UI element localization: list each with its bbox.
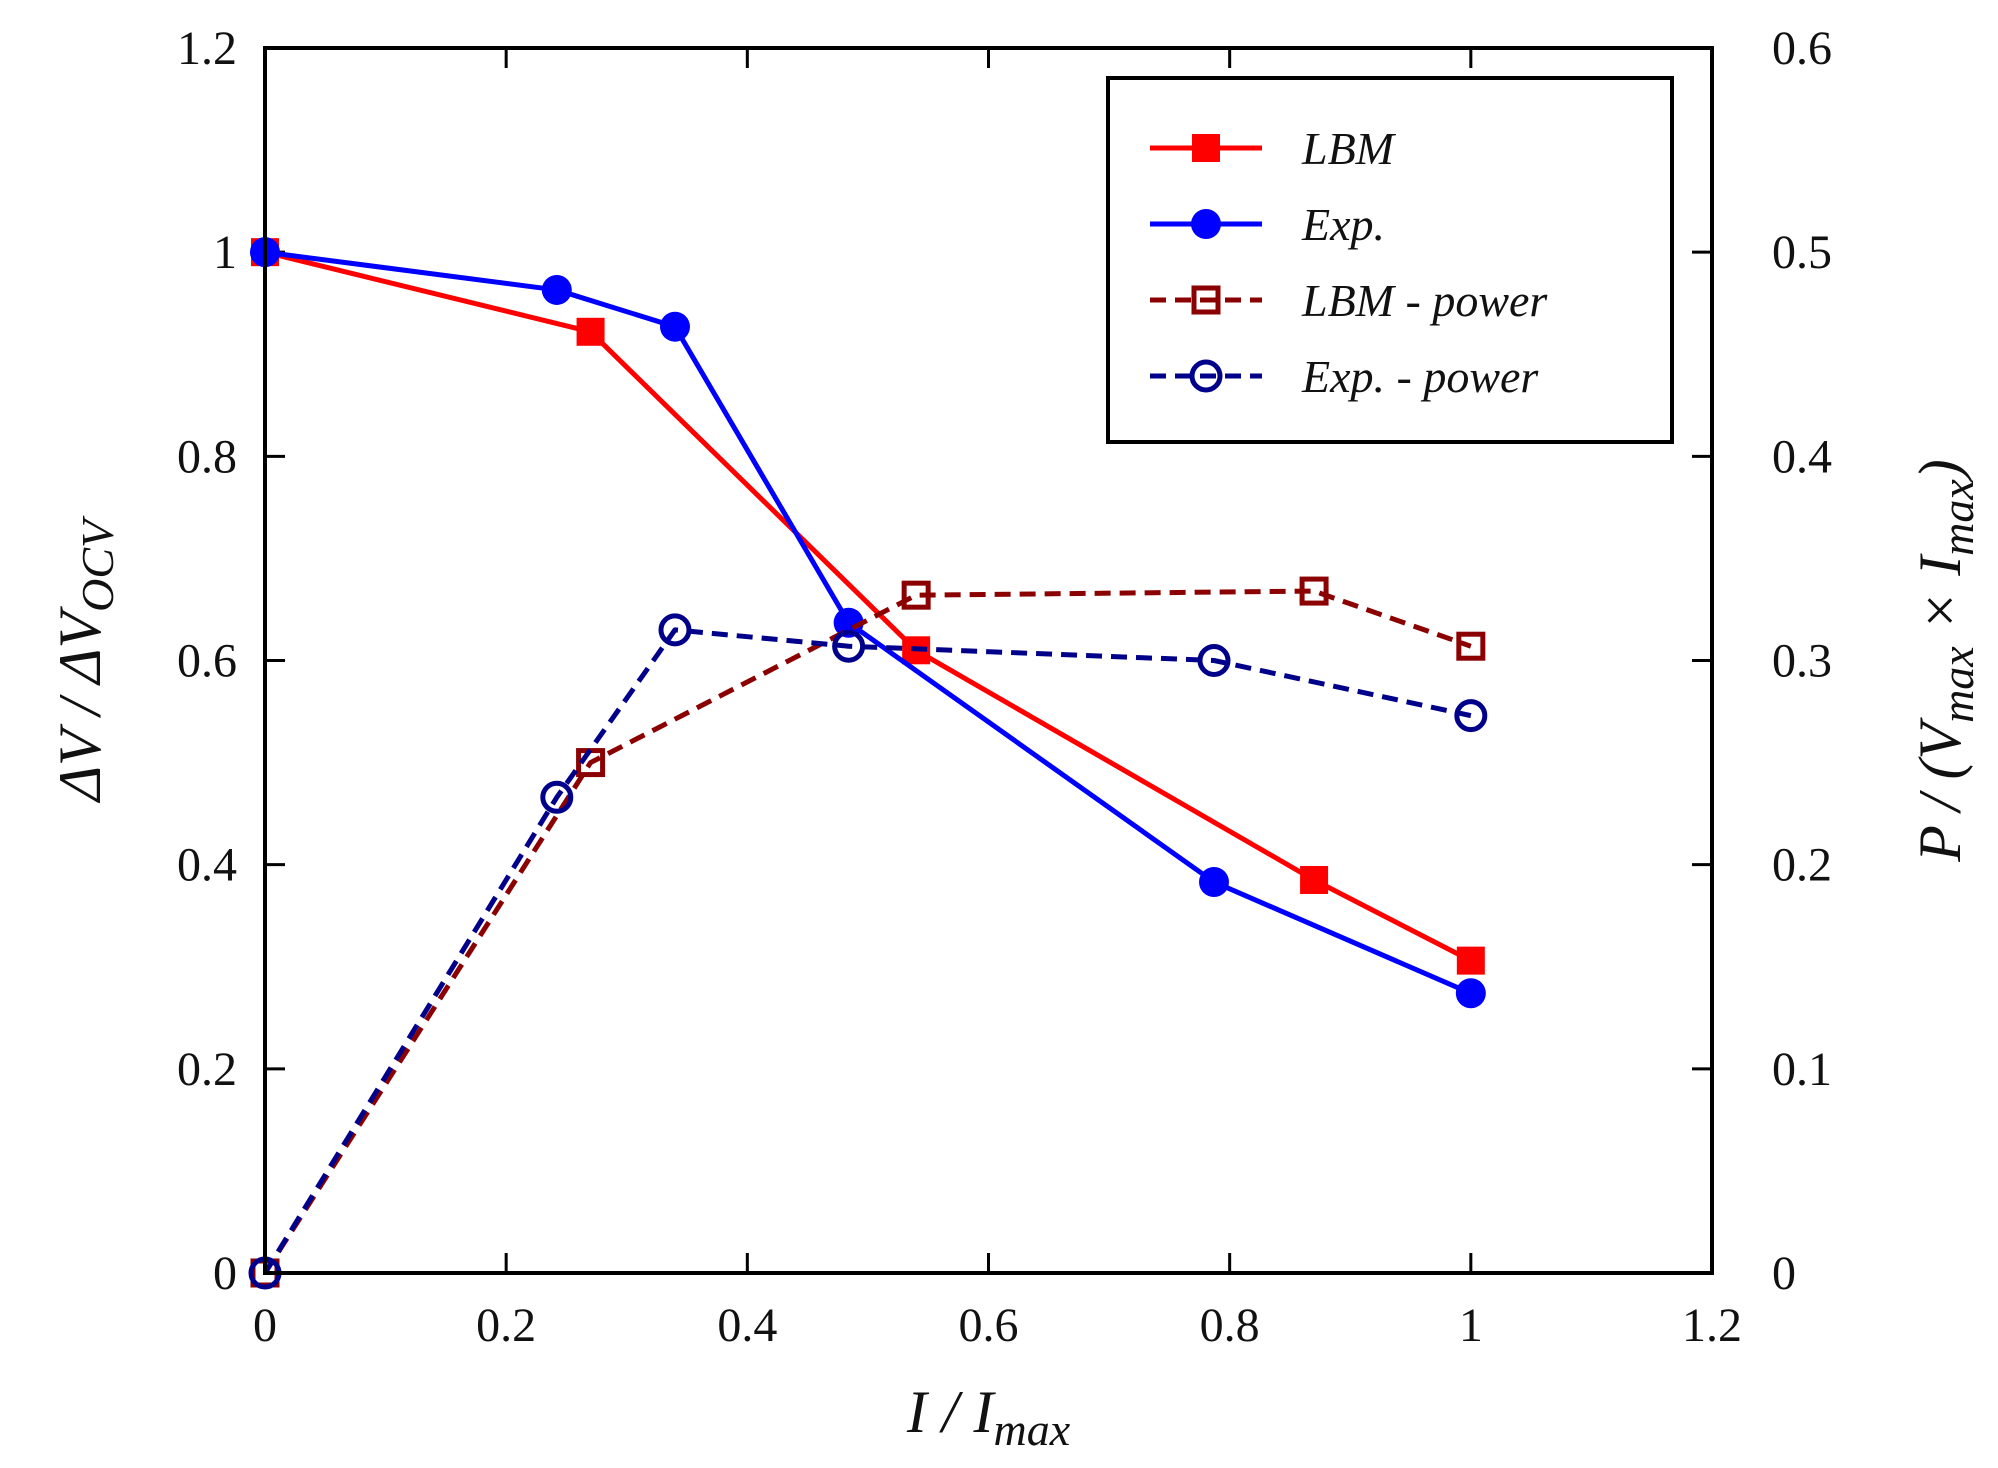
data-point [833, 607, 864, 638]
legend-entries: LBM Exp. LBM - power Exp. - power [1150, 123, 1548, 402]
x-tick-label: 0.8 [1200, 1299, 1260, 1352]
y-right-tick-label: 0.2 [1772, 839, 1832, 892]
legend-label: Exp. - power [1301, 351, 1539, 402]
data-point [901, 580, 931, 610]
data-point [658, 613, 692, 647]
legend: LBM Exp. LBM - power Exp. - power [1106, 76, 1674, 444]
legend-box [1106, 76, 1674, 444]
legend-entry: LBM [1150, 123, 1397, 174]
data-point [1455, 978, 1486, 1009]
series-line [262, 627, 1472, 1275]
legend-entry: Exp. - power [1150, 351, 1539, 402]
y-axis-left-label: ΔV / ΔVOCV [47, 515, 123, 803]
legend-marker [1191, 209, 1221, 239]
y-axis-left-label-sub: OCV [72, 515, 123, 612]
data-point [659, 311, 690, 342]
legend-marker [1189, 359, 1223, 393]
legend-label: LBM - power [1301, 275, 1548, 326]
x-tick-label: 0.6 [959, 1299, 1019, 1352]
legend-label: LBM [1301, 123, 1397, 174]
x-tick-label: 1.2 [1682, 1299, 1742, 1352]
data-point [832, 629, 866, 663]
data-point [1198, 867, 1229, 898]
data-point [1299, 576, 1329, 606]
x-axis-label: I / Imax [906, 1379, 1071, 1455]
series-exp-power [248, 613, 1488, 1290]
y-right-tick-label: 0.5 [1772, 226, 1832, 279]
data-point [1454, 699, 1488, 733]
y-left-tick-label: 1.2 [177, 22, 237, 75]
y-axis-right-label-sub2: max [1932, 479, 1983, 556]
data-point [576, 317, 605, 346]
series-line [262, 588, 1472, 1275]
y-left-tick-label: 0.4 [177, 839, 237, 892]
plot-frame [263, 46, 1714, 1275]
data-point [1456, 631, 1486, 661]
y-right-tick-label: 0.4 [1772, 430, 1832, 483]
y-right-tick-label: 0 [1772, 1247, 1796, 1300]
y-left-tick-label: 0.8 [177, 430, 237, 483]
data-point [1197, 644, 1231, 677]
y-axis-right-label: P / (Vmax × Imax) [1907, 459, 1983, 863]
legend-entry: LBM - power [1150, 275, 1548, 326]
legend-label: Exp. [1301, 199, 1385, 250]
y-axis-left-label-main: ΔV / ΔV [47, 605, 113, 803]
data-point [1456, 946, 1485, 975]
legend-marker [1191, 285, 1221, 315]
x-tick-label: 0 [253, 1299, 277, 1352]
y-right-tick-label: 0.6 [1772, 22, 1832, 75]
y-axis-right-label-mid: × I [1907, 553, 1973, 646]
y-left-tick-label: 0.2 [177, 1043, 237, 1096]
series-line [264, 249, 1472, 996]
legend-marker [1192, 134, 1220, 162]
y-axis-right-label-post: ) [1907, 459, 1973, 482]
tick-labels: 0 0.2 0.4 0.6 0.8 1 1.2 0 0.2 0.4 0.6 0.8 1 1.2 0 0.1 0.… [177, 22, 1832, 1352]
x-axis-label-sub: max [994, 1404, 1071, 1455]
data-point [1300, 865, 1329, 894]
y-left-tick-label: 0 [213, 1247, 237, 1300]
x-axis-label-main: I / I [906, 1379, 997, 1445]
y-right-tick-label: 0.3 [1772, 635, 1832, 688]
data-point [541, 274, 572, 305]
series-lbm-power [250, 576, 1486, 1288]
y-axis-right-label-pre: P / (V [1907, 717, 1973, 863]
legend-entry: Exp. [1150, 199, 1385, 250]
y-left-tick-label: 0.6 [177, 635, 237, 688]
series-exp [250, 237, 1486, 1009]
x-tick-label: 0.4 [717, 1299, 777, 1352]
y-axis-right-label-sub1: max [1932, 646, 1983, 723]
x-tick-label: 1 [1459, 1299, 1483, 1352]
y-right-tick-label: 0.1 [1772, 1043, 1832, 1096]
y-left-tick-label: 1 [213, 226, 237, 279]
x-tick-label: 0.2 [476, 1299, 536, 1352]
series-layer [248, 237, 1488, 1290]
data-point [540, 780, 574, 814]
